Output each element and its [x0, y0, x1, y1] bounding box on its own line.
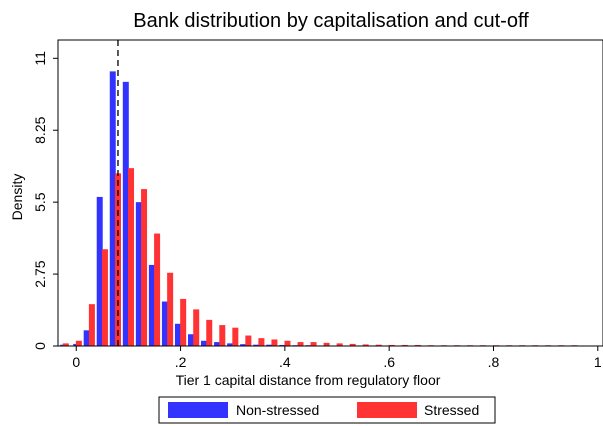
- x-tick-label: .8: [488, 354, 500, 370]
- bar-stressed: [180, 298, 187, 346]
- bar-non-stressed: [187, 334, 194, 346]
- bar-non-stressed: [83, 330, 90, 346]
- x-tick-label: .6: [383, 354, 395, 370]
- bar-stressed: [62, 343, 69, 346]
- x-tick-label: .4: [279, 354, 291, 370]
- bar-non-stressed: [161, 301, 168, 346]
- y-tick-label: 8.25: [32, 116, 48, 143]
- x-tick-label: .2: [175, 354, 187, 370]
- bar-non-stressed: [201, 340, 208, 346]
- legend-swatch-stressed: [357, 402, 417, 418]
- bar-stressed: [258, 338, 265, 346]
- bar-stressed: [336, 343, 343, 346]
- bar-stressed: [206, 319, 213, 346]
- bar-stressed: [349, 343, 356, 346]
- bar-stressed: [297, 342, 304, 346]
- bar-stressed: [362, 344, 369, 346]
- chart-title: Bank distribution by capitalisation and …: [133, 10, 529, 32]
- bar-stressed: [193, 309, 200, 346]
- bar-non-stressed: [214, 342, 221, 346]
- bar-stressed: [88, 304, 95, 346]
- bar-stressed: [232, 327, 239, 346]
- legend-label-non-stressed: Non-stressed: [236, 402, 319, 418]
- bar-non-stressed: [240, 344, 247, 346]
- bar-non-stressed: [227, 343, 234, 346]
- x-tick-label: 0: [72, 354, 80, 370]
- bar-stressed: [219, 325, 226, 346]
- x-axis-title: Tier 1 capital distance from regulatory …: [176, 372, 441, 388]
- bar-non-stressed: [279, 344, 286, 346]
- bar-non-stressed: [122, 81, 129, 346]
- plot-frame: [57, 39, 603, 347]
- y-tick-label: 5.5: [32, 192, 48, 212]
- plot-area: [58, 40, 603, 346]
- bar-non-stressed: [148, 264, 155, 346]
- y-tick-label: 0: [32, 342, 48, 350]
- x-tick-label: 1: [594, 354, 602, 370]
- bar-stressed: [388, 344, 395, 346]
- bar-stressed: [310, 342, 317, 346]
- bar-stressed: [154, 233, 161, 346]
- bar-stressed: [284, 340, 291, 346]
- legend-label-stressed: Stressed: [424, 402, 479, 418]
- bar-non-stressed: [135, 202, 142, 346]
- y-tick-label: 11: [32, 51, 48, 66]
- bar-stressed: [375, 344, 382, 346]
- bar-stressed: [114, 173, 121, 346]
- bar-non-stressed: [266, 344, 273, 346]
- bar-non-stressed: [96, 196, 103, 346]
- y-tick-label: 2.75: [32, 260, 48, 287]
- bar-stressed: [167, 272, 174, 346]
- bar-stressed: [128, 168, 135, 346]
- legend-swatch-non-stressed: [168, 402, 228, 418]
- bar-stressed: [101, 249, 108, 346]
- bar-stressed: [401, 344, 408, 346]
- axes-group: 0 .2 .4 .6 .8 1 0 2.75 5.5 8.25 11: [32, 39, 603, 370]
- bar-stressed: [271, 339, 278, 346]
- bar-non-stressed: [109, 71, 116, 346]
- bar-stressed: [141, 189, 148, 346]
- bar-stressed: [414, 344, 421, 346]
- bar-stressed: [245, 335, 252, 346]
- bar-stressed: [323, 342, 330, 346]
- bar-non-stressed: [174, 323, 181, 346]
- bar-stressed: [75, 340, 82, 346]
- y-axis-title: Density: [9, 174, 25, 221]
- bar-non-stressed: [253, 344, 260, 346]
